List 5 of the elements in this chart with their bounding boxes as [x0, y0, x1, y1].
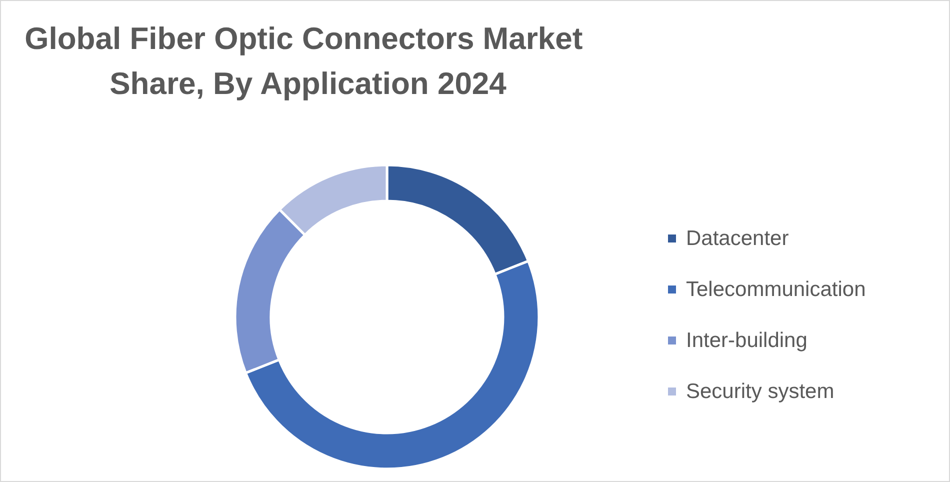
legend-label: Inter-building: [686, 329, 808, 352]
chart-title: Global Fiber Optic Connectors Market Share, By Application 2024: [24, 21, 592, 101]
legend-label: Security system: [686, 380, 834, 403]
legend-label: Telecommunication: [686, 278, 866, 301]
legend-label: Datacenter: [686, 227, 789, 250]
